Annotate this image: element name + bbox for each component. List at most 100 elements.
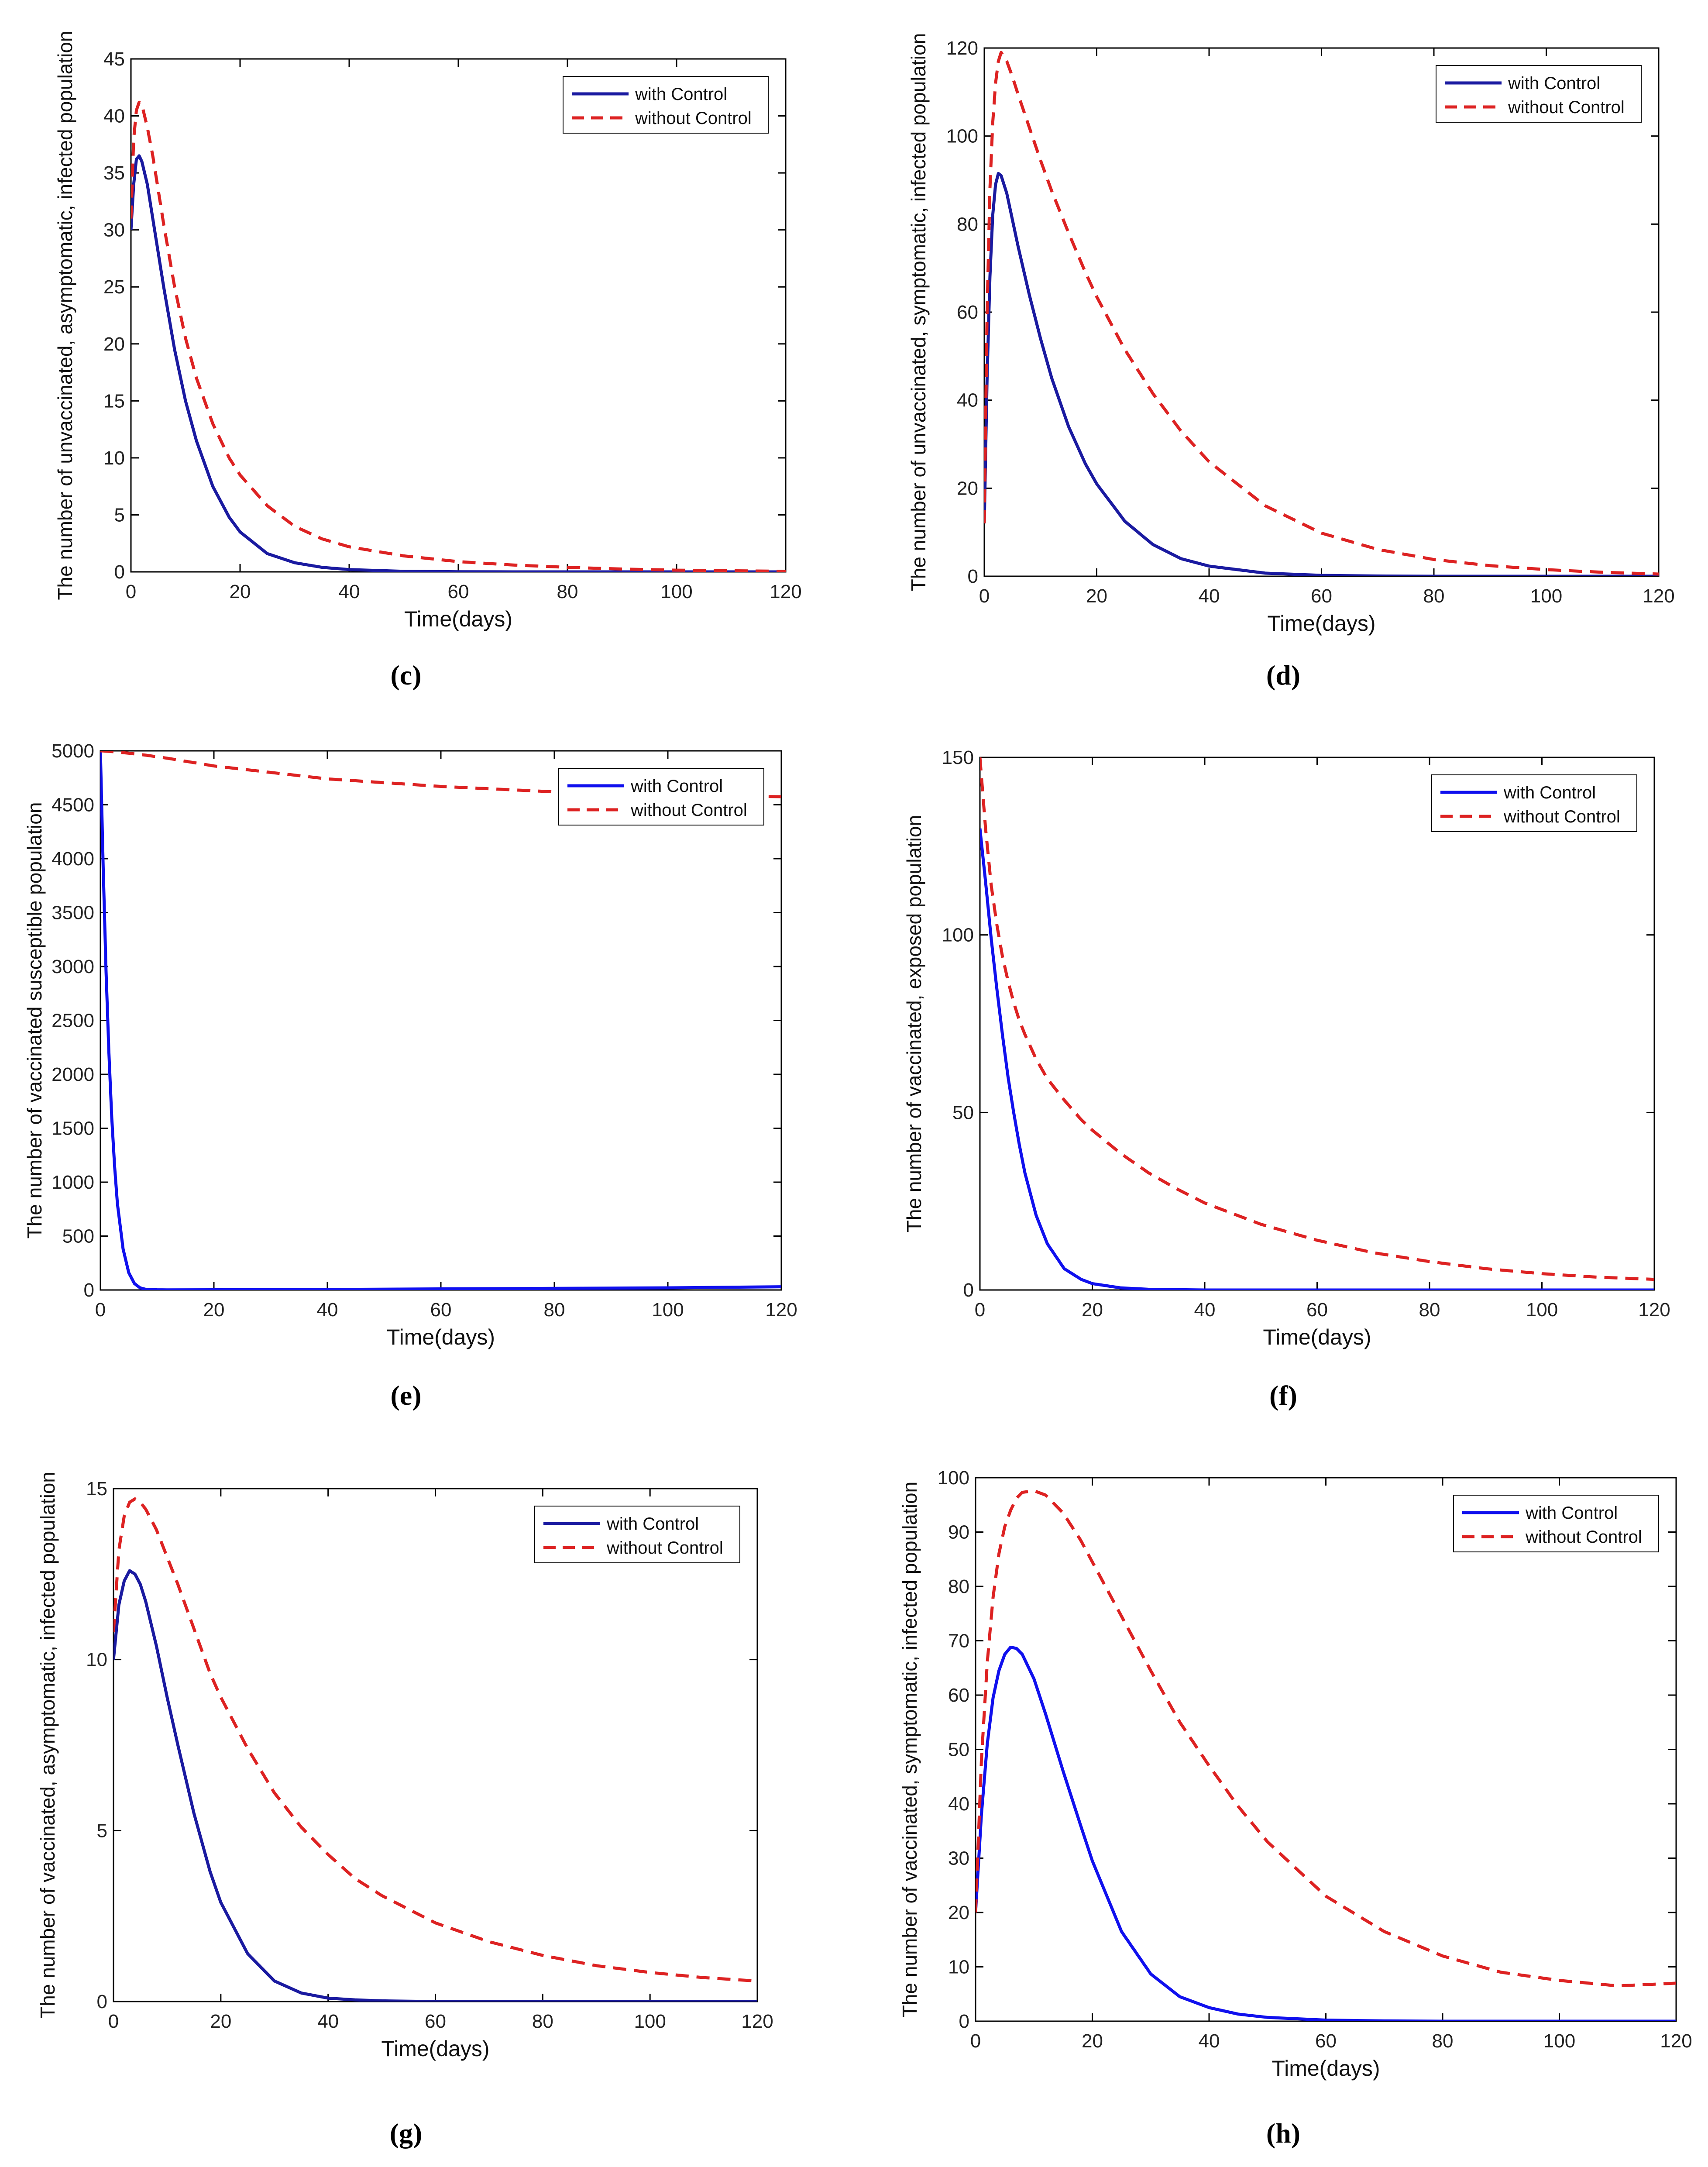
series-with-control bbox=[113, 1569, 757, 2002]
x-tick-label: 60 bbox=[448, 581, 469, 602]
y-tick-label: 60 bbox=[957, 302, 978, 323]
y-tick-label: 30 bbox=[103, 220, 125, 241]
x-tick-label: 0 bbox=[95, 1299, 106, 1321]
x-axis-label: Time(days) bbox=[1263, 1325, 1371, 1349]
y-axis-label: The number of vaccinated, symptomatic, i… bbox=[898, 1482, 921, 2017]
caption-d-text: (d) bbox=[1266, 660, 1301, 691]
x-axis-label: Time(days) bbox=[387, 1325, 495, 1349]
y-tick-label: 10 bbox=[86, 1649, 107, 1671]
series-without-control bbox=[131, 100, 786, 572]
x-tick-label: 120 bbox=[1638, 1299, 1670, 1321]
y-tick-label: 60 bbox=[948, 1685, 969, 1706]
legend: with Control without Control bbox=[534, 1506, 740, 1563]
plot-frame bbox=[975, 1477, 1677, 2022]
x-tick-label: 100 bbox=[1526, 1299, 1558, 1321]
y-tick-label: 3000 bbox=[52, 956, 94, 977]
plot-frame bbox=[130, 58, 787, 573]
x-tick-label: 0 bbox=[108, 2011, 119, 2032]
legend-box bbox=[558, 768, 764, 826]
legend-label: with Control bbox=[1525, 1503, 1618, 1523]
y-tick-label: 4000 bbox=[52, 848, 94, 870]
y-tick-label: 30 bbox=[948, 1848, 969, 1869]
x-tick-label: 100 bbox=[1543, 2030, 1575, 2052]
y-tick-label: 40 bbox=[948, 1793, 969, 1815]
legend-label: without Control bbox=[635, 109, 752, 128]
y-axis-label: The number of vaccinated, exposed popula… bbox=[903, 815, 925, 1232]
x-tick-label: 80 bbox=[1419, 1299, 1440, 1321]
x-tick-label: 60 bbox=[430, 1299, 452, 1321]
plot-frame bbox=[983, 47, 1660, 577]
y-tick-label: 5 bbox=[114, 504, 125, 526]
plot-frame bbox=[113, 1488, 758, 2002]
plot-frame bbox=[979, 757, 1655, 1291]
x-tick-label: 120 bbox=[741, 2011, 773, 2032]
y-tick-label: 25 bbox=[103, 276, 125, 298]
caption-g-text: (g) bbox=[389, 2118, 423, 2149]
y-tick-label: 3500 bbox=[52, 902, 94, 924]
x-tick-label: 80 bbox=[532, 2011, 553, 2032]
legend-label: without Control bbox=[1503, 807, 1620, 826]
caption-f-text: (f) bbox=[1269, 1380, 1297, 1411]
caption-e-text: (e) bbox=[390, 1380, 422, 1411]
x-tick-label: 80 bbox=[1432, 2030, 1454, 2052]
x-tick-label: 80 bbox=[1423, 585, 1445, 607]
y-tick-label: 20 bbox=[103, 334, 125, 355]
legend-label: without Control bbox=[1525, 1527, 1642, 1547]
y-tick-label: 45 bbox=[103, 48, 125, 70]
series-with-control bbox=[976, 1645, 1676, 2021]
y-tick-label: 50 bbox=[948, 1739, 969, 1761]
y-tick-label: 15 bbox=[103, 390, 125, 412]
y-axis-label: The number of unvaccinated, asymptomatic… bbox=[54, 31, 76, 600]
series-without-control bbox=[100, 751, 781, 798]
y-tick-label: 80 bbox=[957, 213, 978, 235]
x-axis-label: Time(days) bbox=[381, 2036, 489, 2061]
legend-label: with Control bbox=[606, 1514, 699, 1534]
series-without-control bbox=[980, 757, 1654, 1281]
y-tick-label: 5 bbox=[97, 1820, 107, 1841]
x-tick-label: 80 bbox=[544, 1299, 565, 1321]
legend-label: with Control bbox=[1508, 74, 1600, 93]
legend-label: without Control bbox=[630, 801, 747, 820]
legend-label: without Control bbox=[1508, 98, 1625, 117]
legend-box bbox=[1453, 1495, 1659, 1552]
y-tick-label: 35 bbox=[103, 162, 125, 184]
x-tick-label: 0 bbox=[979, 585, 990, 607]
y-tick-label: 1500 bbox=[52, 1118, 94, 1139]
caption-f: (f) bbox=[1218, 1379, 1349, 1412]
y-tick-label: 0 bbox=[97, 1991, 107, 2012]
y-tick-label: 120 bbox=[946, 38, 978, 59]
caption-c: (c) bbox=[340, 659, 471, 691]
x-tick-label: 40 bbox=[317, 1299, 338, 1321]
x-tick-label: 120 bbox=[765, 1299, 797, 1321]
y-tick-label: 2500 bbox=[52, 1010, 94, 1032]
series-with-control bbox=[980, 828, 1654, 1290]
x-tick-label: 20 bbox=[230, 581, 251, 602]
legend-label: without Control bbox=[606, 1538, 723, 1558]
y-tick-label: 50 bbox=[952, 1102, 974, 1123]
y-tick-label: 0 bbox=[959, 2011, 969, 2032]
y-tick-label: 4500 bbox=[52, 795, 94, 816]
chart-c: 0 20 40 60 80 100 120 0 5 10 15 20 25 30 35 40 45 Time(da… bbox=[54, 31, 802, 631]
x-tick-label: 60 bbox=[425, 2011, 446, 2032]
x-tick-label: 60 bbox=[1306, 1299, 1328, 1321]
legend: with Control without Control bbox=[558, 768, 764, 826]
y-tick-label: 0 bbox=[114, 561, 125, 583]
chart-d: 0 20 40 60 80 100 120 0 20 40 60 80 100 120 Time(days)… bbox=[907, 33, 1675, 636]
y-tick-label: 0 bbox=[968, 566, 978, 587]
x-tick-label: 0 bbox=[970, 2030, 981, 2052]
series-with-control bbox=[100, 751, 781, 1290]
x-tick-label: 0 bbox=[126, 581, 136, 602]
y-tick-label: 10 bbox=[948, 1957, 969, 1978]
y-tick-label: 40 bbox=[957, 390, 978, 411]
x-axis-label: Time(days) bbox=[1272, 2056, 1380, 2081]
x-tick-label: 100 bbox=[1530, 585, 1562, 607]
y-tick-label: 70 bbox=[948, 1630, 969, 1652]
caption-g: (g) bbox=[340, 2117, 471, 2150]
x-tick-label: 20 bbox=[1082, 2030, 1103, 2052]
y-axis-label: The number of unvaccinated, symptomatic,… bbox=[907, 33, 930, 592]
legend: with Control without Control bbox=[1436, 65, 1642, 123]
x-tick-label: 120 bbox=[1643, 585, 1674, 607]
chart-g: 0 20 40 60 80 100 120 0 5 10 15 Time(days) The numbe… bbox=[36, 1472, 773, 2061]
chart-e: 0 20 40 60 80 100 120 0 500 1000 1500 2000 2500 3000 3… bbox=[23, 740, 797, 1349]
